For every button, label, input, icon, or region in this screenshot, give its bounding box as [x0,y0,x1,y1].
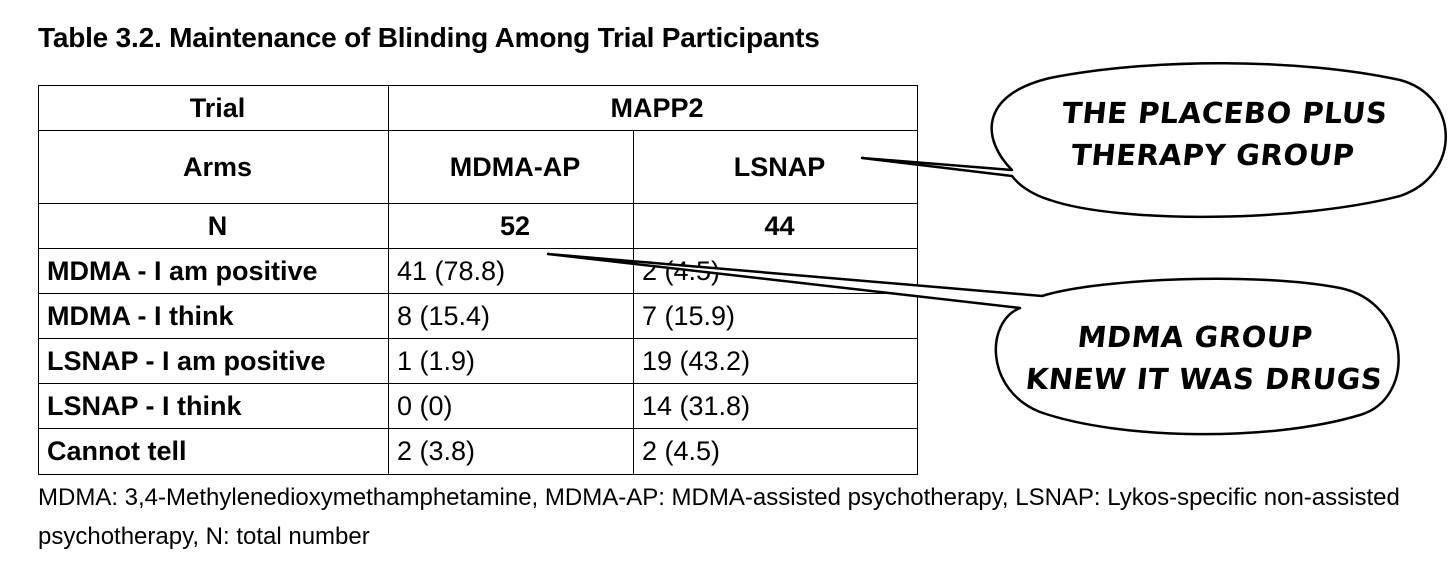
mdma-ap-value: 2 (3.8) [388,428,634,475]
lsnap-value: 7 (15.9) [633,293,918,339]
blinding-table: Trial MAPP2 Arms MDMA-AP LSNAP N 52 44 M… [38,85,918,475]
arms-row: Arms MDMA-AP LSNAP [38,130,918,204]
trial-row: Trial MAPP2 [38,85,918,131]
arm-mdma-ap-cell: MDMA-AP [388,130,634,204]
row-label: MDMA - I think [38,293,389,339]
bubble-text-mdma: MDMA GROUP KNEW IT WAS DRUGS [1024,316,1385,400]
lsnap-value: 14 (31.8) [633,383,918,429]
table-footnote: MDMA: 3,4-Methylenedioxymethamphetamine,… [38,484,1400,550]
bubble-text-line: MDMA GROUP [1075,320,1315,354]
n-mdma-ap-cell: 52 [388,203,634,249]
n-row: N 52 44 [38,203,918,249]
lsnap-value: 2 (4.5) [633,248,918,294]
mdma-ap-value: 1 (1.9) [388,338,634,384]
mdma-ap-value: 8 (15.4) [388,293,634,339]
arms-label-cell: Arms [38,130,389,204]
lsnap-value: 2 (4.5) [633,428,918,475]
table-row: MDMA - I think 8 (15.4) 7 (15.9) [38,293,918,339]
row-label: MDMA - I am positive [38,248,389,294]
bubble-text-placebo: THE PLACEBO PLUS THERAPY GROUP [1056,92,1390,176]
table-row: Cannot tell 2 (3.8) 2 (4.5) [38,428,918,475]
bubble-text-line: THERAPY GROUP [1069,138,1357,172]
row-label: LSNAP - I am positive [38,338,389,384]
table-row: MDMA - I am positive 41 (78.8) 2 (4.5) [38,248,918,294]
mdma-ap-value: 41 (78.8) [388,248,634,294]
trial-name-cell: MAPP2 [388,85,918,131]
table-title: Table 3.2. Maintenance of Blinding Among… [38,22,820,53]
arm-lsnap-cell: LSNAP [633,130,918,204]
bubble-text-line: THE PLACEBO PLUS [1060,96,1390,130]
table-row: LSNAP - I am positive 1 (1.9) 19 (43.2) [38,338,918,384]
lsnap-value: 19 (43.2) [633,338,918,384]
n-lsnap-cell: 44 [633,203,918,249]
n-label-cell: N [38,203,389,249]
row-label: LSNAP - I think [38,383,389,429]
table-row: LSNAP - I think 0 (0) 14 (31.8) [38,383,918,429]
mdma-ap-value: 0 (0) [388,383,634,429]
row-label: Cannot tell [38,428,389,475]
trial-label-cell: Trial [38,85,389,131]
bubble-text-line: KNEW IT WAS DRUGS [1024,362,1385,396]
